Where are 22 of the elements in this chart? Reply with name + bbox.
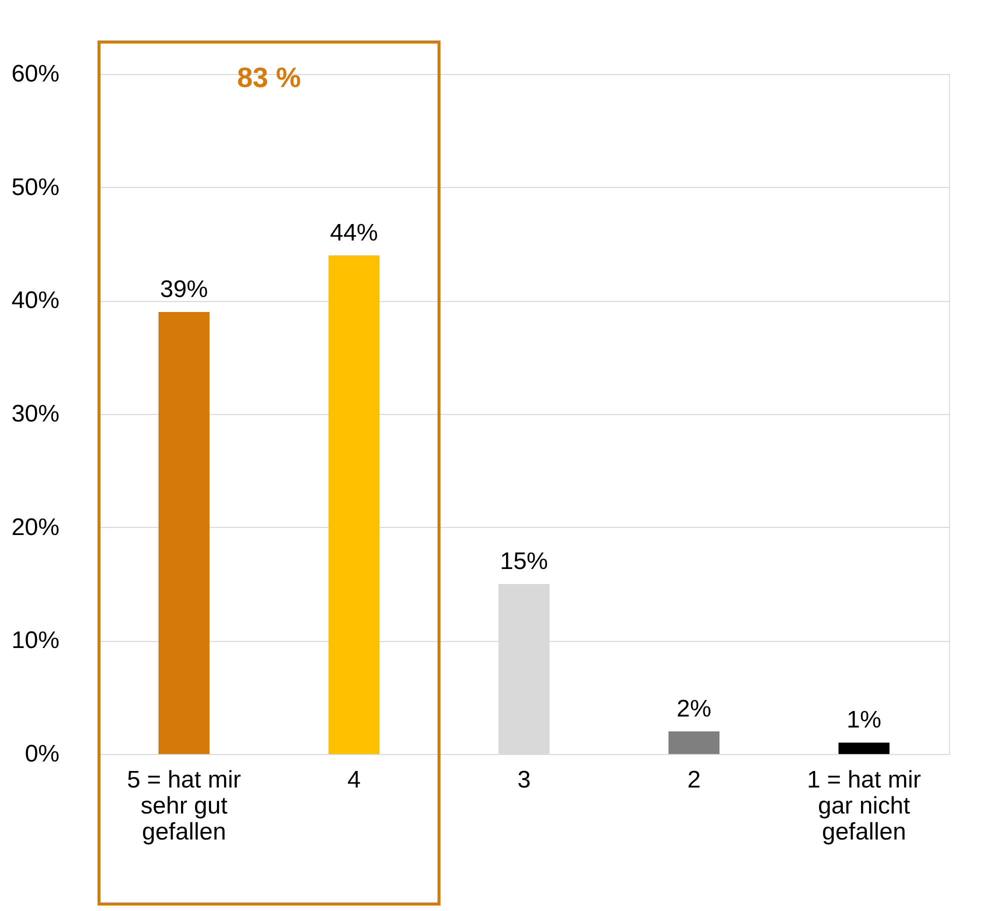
x-tick-label: 5 = hat mir sehr gut gefallen xyxy=(126,766,242,846)
data-label: 44% xyxy=(330,219,378,246)
annotation: 83 % xyxy=(237,62,302,93)
x-tick-label: 2 xyxy=(687,766,701,794)
x-tick-label: 4 xyxy=(347,766,361,794)
data-label: 39% xyxy=(160,276,208,303)
y-tick-label: 60% xyxy=(11,60,60,88)
y-tick-label: 30% xyxy=(11,400,60,428)
data-label: 15% xyxy=(500,548,548,575)
y-tick-label: 50% xyxy=(11,174,60,201)
x-tick-label: 3 xyxy=(517,766,531,794)
bar xyxy=(838,742,890,754)
bar xyxy=(328,255,380,754)
y-tick-label: 0% xyxy=(24,740,60,768)
bar xyxy=(668,731,720,754)
x-tick-label: 1 = hat mir gar nicht gefallen xyxy=(806,766,922,846)
y-tick-label: 10% xyxy=(11,627,60,654)
y-tick-label: 40% xyxy=(11,287,60,314)
data-label: 1% xyxy=(846,706,882,734)
bar xyxy=(158,312,210,754)
y-tick-label: 20% xyxy=(11,514,60,541)
data-label: 2% xyxy=(676,695,712,722)
